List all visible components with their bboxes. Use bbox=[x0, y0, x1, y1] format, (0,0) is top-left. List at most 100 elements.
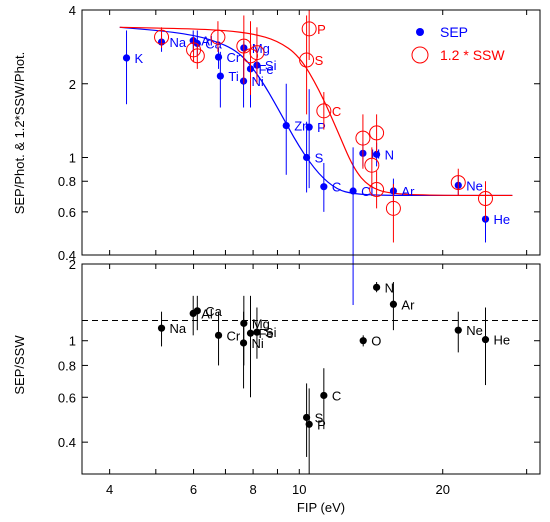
sep-point-label: C bbox=[332, 180, 341, 195]
y-tick-label: 4 bbox=[69, 3, 76, 18]
sep-point-label: Si bbox=[265, 58, 277, 73]
ratio-point bbox=[372, 283, 381, 291]
ssw-fit-curve bbox=[119, 26, 513, 197]
sep-point-label: Fe bbox=[258, 62, 273, 77]
ratio-point-label: N bbox=[385, 280, 394, 295]
ratio-point bbox=[302, 413, 311, 422]
ratio-point-label: O bbox=[371, 334, 381, 349]
ratio-point-label: Ne bbox=[466, 323, 483, 338]
legend-sep-marker bbox=[416, 28, 424, 36]
ratio-point bbox=[246, 329, 255, 337]
sep-point-label: Ti bbox=[228, 69, 238, 84]
ratio-point bbox=[253, 328, 261, 336]
1-2-ssw-point bbox=[316, 103, 332, 119]
y-tick-label: 0.8 bbox=[58, 174, 76, 189]
ratio-point bbox=[157, 324, 166, 332]
ratio-point bbox=[193, 307, 201, 315]
ratio-point-label: Na bbox=[170, 321, 187, 336]
1-2-ssw-point bbox=[210, 29, 226, 45]
y-tick-label: 2 bbox=[69, 77, 76, 92]
y-tick-label: 0.4 bbox=[58, 435, 76, 450]
bottom-panel-frame bbox=[81, 263, 541, 475]
sep-point-label: Ne bbox=[466, 178, 483, 193]
sep-point bbox=[282, 121, 290, 130]
1-2-ssw-point bbox=[369, 182, 385, 198]
sep-point bbox=[372, 150, 381, 158]
x-axis-label: FIP (eV) bbox=[297, 500, 345, 515]
sep-point-label: S bbox=[315, 151, 324, 166]
ratio-point-label: P bbox=[317, 417, 326, 432]
sep-point bbox=[302, 153, 311, 162]
1-2-ssw-point bbox=[189, 48, 205, 64]
ratio-point-label: Si bbox=[265, 325, 277, 340]
ratio-point bbox=[389, 300, 398, 308]
sep-point-label: P bbox=[317, 120, 326, 135]
sep-point-label: Cr bbox=[227, 50, 241, 65]
sep-point-label: He bbox=[493, 212, 510, 227]
sep-point-label: Cl bbox=[361, 184, 373, 199]
x-tick-label: 6 bbox=[190, 482, 197, 497]
x-tick-label: 10 bbox=[292, 482, 306, 497]
x-tick-label: 8 bbox=[249, 482, 256, 497]
legend-ssw-label: 1.2 * SSW bbox=[440, 47, 505, 63]
ratio-point bbox=[454, 326, 462, 334]
ratio-point-label: S bbox=[315, 410, 324, 425]
ratio-point bbox=[481, 336, 490, 344]
sep-point bbox=[122, 54, 131, 62]
top-panel-frame bbox=[81, 9, 541, 256]
y-tick-label: 0.8 bbox=[58, 358, 76, 373]
1-2-ssw-point bbox=[369, 125, 385, 141]
sep-point-label: Ar bbox=[401, 184, 415, 199]
sep-point bbox=[349, 187, 357, 195]
ratio-point-label: Ca bbox=[205, 304, 222, 319]
ratio-point-label: Ar bbox=[401, 297, 415, 312]
1-2-ssw-point-label: P bbox=[317, 22, 326, 37]
y-tick-label: 0.6 bbox=[58, 390, 76, 405]
y-tick-label: 1 bbox=[69, 151, 76, 166]
sep-point-label: Mg bbox=[252, 41, 270, 56]
1-2-ssw-point bbox=[385, 200, 401, 216]
ratio-point-label: He bbox=[493, 333, 510, 348]
legend-ssw-marker bbox=[411, 46, 429, 64]
sep-point bbox=[305, 123, 313, 131]
top-plot-area: 0.40.60.8124KNaAlCaCrTiMgNiSiFeZnPSCClHN… bbox=[58, 3, 540, 306]
x-tick-label: 4 bbox=[106, 482, 113, 497]
ratio-point bbox=[359, 337, 367, 345]
1-2-ssw-point bbox=[450, 175, 466, 191]
sep-point-label: Al bbox=[201, 34, 213, 49]
ratio-point bbox=[320, 391, 328, 400]
ratio-point-label: Cr bbox=[227, 328, 241, 343]
1-2-ssw-point bbox=[154, 29, 170, 45]
sep-point-label: K bbox=[135, 51, 144, 66]
sep-point-label: Na bbox=[170, 35, 187, 50]
1-2-ssw-point-label: S bbox=[315, 53, 324, 68]
ratio-point bbox=[239, 339, 248, 347]
top-legend: SEP 1.2 * SSW bbox=[411, 24, 505, 64]
sep-point bbox=[216, 72, 224, 80]
legend-sep-label: SEP bbox=[440, 24, 468, 40]
1-2-ssw-point-label: C bbox=[332, 104, 341, 119]
1-2-ssw-point bbox=[355, 130, 371, 146]
y-tick-label: 1 bbox=[69, 334, 76, 349]
y-tick-label: 2 bbox=[69, 257, 76, 272]
1-2-ssw-point bbox=[299, 52, 315, 68]
y-tick-label: 0.4 bbox=[58, 248, 76, 263]
sep-point bbox=[320, 183, 328, 191]
ratio-point-label: Fe bbox=[258, 326, 273, 341]
bottom-y-axis-label: SEP/SSW bbox=[12, 335, 27, 395]
ratio-point-label: Mg bbox=[252, 316, 270, 331]
x-tick-label: 20 bbox=[435, 482, 449, 497]
sep-point-label: N bbox=[385, 147, 394, 162]
y-tick-label: 0.6 bbox=[58, 205, 76, 220]
1-2-ssw-point bbox=[477, 191, 493, 207]
1-2-ssw-point bbox=[301, 21, 317, 37]
ratio-point bbox=[214, 331, 223, 339]
sep-point bbox=[214, 53, 223, 61]
sep-point-label: Zn bbox=[294, 119, 309, 134]
top-panel: 0.40.60.8124KNaAlCaCrTiMgNiSiFeZnPSCClHN… bbox=[12, 3, 541, 306]
ratio-point-label: Al bbox=[201, 306, 213, 321]
ratio-point-label: C bbox=[332, 388, 341, 403]
